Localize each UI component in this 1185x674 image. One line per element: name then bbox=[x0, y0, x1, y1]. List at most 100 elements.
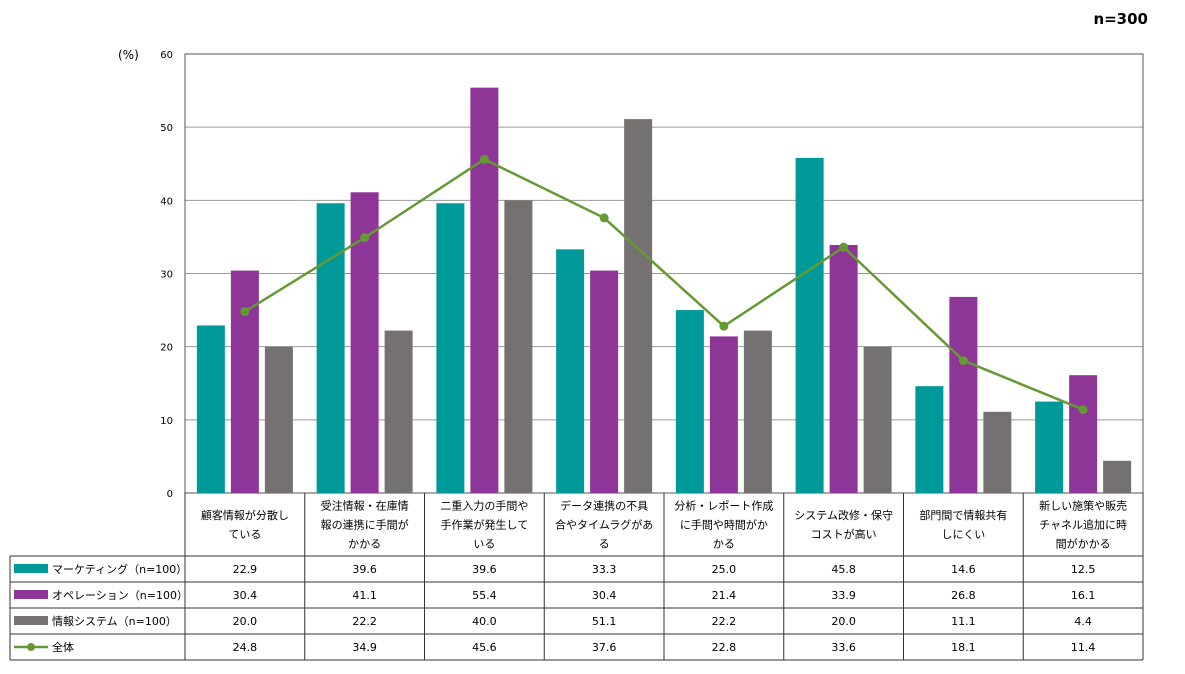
category-label: ている bbox=[228, 528, 261, 541]
data-label: 51.1 bbox=[592, 615, 617, 628]
data-label: 37.6 bbox=[592, 641, 617, 654]
data-label: 30.4 bbox=[592, 589, 617, 602]
data-label: 20.0 bbox=[233, 615, 258, 628]
category-label: 分析・レポート作成 bbox=[674, 499, 773, 513]
bar-1-7 bbox=[915, 386, 944, 493]
category-label: かかる bbox=[348, 538, 381, 551]
data-label: 22.2 bbox=[712, 615, 737, 628]
data-label: 45.6 bbox=[472, 641, 497, 654]
category-label: データ連携の不具 bbox=[560, 499, 648, 513]
data-label: 22.2 bbox=[352, 615, 377, 628]
bar-2-8 bbox=[1069, 375, 1098, 493]
data-label: 16.1 bbox=[1071, 589, 1096, 602]
category-label: コストが高い bbox=[811, 527, 877, 541]
category-label: 合やタイムラグがあ bbox=[555, 518, 653, 532]
bar-3-6 bbox=[863, 346, 892, 493]
marker-total-3 bbox=[479, 154, 489, 164]
sample-size-label: n=300 bbox=[1093, 10, 1148, 28]
line-total bbox=[244, 157, 1084, 411]
data-label: 12.5 bbox=[1071, 563, 1096, 576]
bar-2-1 bbox=[230, 270, 259, 493]
data-label: 22.8 bbox=[712, 641, 737, 654]
legend-swatch bbox=[14, 616, 48, 625]
marker-total-6 bbox=[839, 242, 849, 252]
category-label: 二重入力の手間や bbox=[440, 499, 528, 513]
data-label: 26.8 bbox=[951, 589, 976, 602]
data-label: 39.6 bbox=[472, 563, 497, 576]
category-label: に手間や時間がか bbox=[680, 518, 768, 532]
data-label: 11.4 bbox=[1071, 641, 1096, 654]
data-label: 18.1 bbox=[951, 641, 976, 654]
bar-1-1 bbox=[196, 325, 225, 493]
bar-3-5 bbox=[743, 330, 772, 493]
y-tick-label: 0 bbox=[167, 489, 173, 500]
bar-3-8 bbox=[1103, 460, 1132, 493]
bars bbox=[196, 87, 1132, 494]
y-tick-label: 50 bbox=[160, 123, 173, 134]
y-tick-label: 40 bbox=[160, 196, 173, 207]
data-label: 11.1 bbox=[951, 615, 976, 628]
bar-1-6 bbox=[795, 157, 824, 493]
bar-3-1 bbox=[264, 346, 293, 493]
data-label: 33.9 bbox=[831, 589, 856, 602]
bar-2-6 bbox=[829, 244, 858, 493]
data-label: 45.8 bbox=[831, 563, 856, 576]
data-label: 22.9 bbox=[233, 563, 258, 576]
bar-3-7 bbox=[983, 411, 1012, 493]
bar-2-5 bbox=[709, 336, 738, 493]
category-label: いる bbox=[473, 538, 495, 551]
bar-1-2 bbox=[316, 203, 345, 493]
y-tick-label: 10 bbox=[160, 416, 173, 427]
legend-swatch-marker bbox=[27, 643, 35, 651]
data-label: 33.3 bbox=[592, 563, 617, 576]
legend-label: マーケティング（n=100） bbox=[52, 562, 187, 576]
bar-2-7 bbox=[949, 296, 978, 493]
bar-1-5 bbox=[675, 310, 704, 493]
category-label: システム改修・保守 bbox=[794, 508, 893, 522]
category-label: しにくい bbox=[941, 528, 985, 541]
category-label: かる bbox=[713, 538, 735, 551]
legend-label: 情報システム（n=100） bbox=[52, 615, 177, 628]
bar-1-4 bbox=[556, 249, 585, 493]
legend-swatch bbox=[14, 564, 48, 573]
category-label: 受注情報・在庫情 bbox=[321, 499, 409, 513]
legend-label: 全体 bbox=[52, 640, 74, 654]
y-tick-label: 30 bbox=[160, 270, 173, 281]
bar-1-8 bbox=[1035, 401, 1064, 493]
data-label: 34.9 bbox=[352, 641, 377, 654]
category-label: 手作業が発生して bbox=[441, 518, 529, 532]
category-label: 部門間で情報共有 bbox=[919, 508, 1007, 522]
data-label: 21.4 bbox=[712, 589, 737, 602]
category-label: 新しい施策や販売 bbox=[1039, 499, 1127, 513]
data-label: 24.8 bbox=[233, 641, 258, 654]
marker-total-1 bbox=[240, 307, 250, 317]
data-label: 4.4 bbox=[1074, 615, 1092, 628]
marker-total-8 bbox=[1078, 405, 1088, 415]
bar-3-4 bbox=[624, 119, 653, 493]
y-tick-label: 20 bbox=[160, 343, 173, 354]
category-label: る bbox=[599, 538, 610, 551]
data-label: 20.0 bbox=[831, 615, 856, 628]
gridlines: 0 10 20 30 40 50 60 bbox=[160, 50, 1144, 500]
data-label: 33.6 bbox=[831, 641, 856, 654]
data-label: 41.1 bbox=[352, 589, 377, 602]
legend-label: オペレーション（n=100） bbox=[52, 589, 188, 602]
data-label: 25.0 bbox=[712, 563, 737, 576]
data-label: 55.4 bbox=[472, 589, 497, 602]
bar-3-3 bbox=[504, 200, 533, 494]
data-label: 30.4 bbox=[233, 589, 258, 602]
marker-total-4 bbox=[599, 213, 609, 223]
bar-1-3 bbox=[436, 203, 465, 493]
data-label: 14.6 bbox=[951, 563, 976, 576]
category-label: 報の連携に手間が bbox=[321, 518, 409, 532]
category-label: 顧客情報が分散し bbox=[201, 508, 289, 522]
total-line bbox=[240, 154, 1088, 415]
data-label: 39.6 bbox=[352, 563, 377, 576]
bar-3-2 bbox=[384, 330, 413, 493]
legend-swatch bbox=[14, 590, 48, 599]
category-label: チャネル追加に時 bbox=[1039, 518, 1127, 532]
bar-2-4 bbox=[590, 270, 619, 493]
bar-2-3 bbox=[470, 87, 499, 493]
